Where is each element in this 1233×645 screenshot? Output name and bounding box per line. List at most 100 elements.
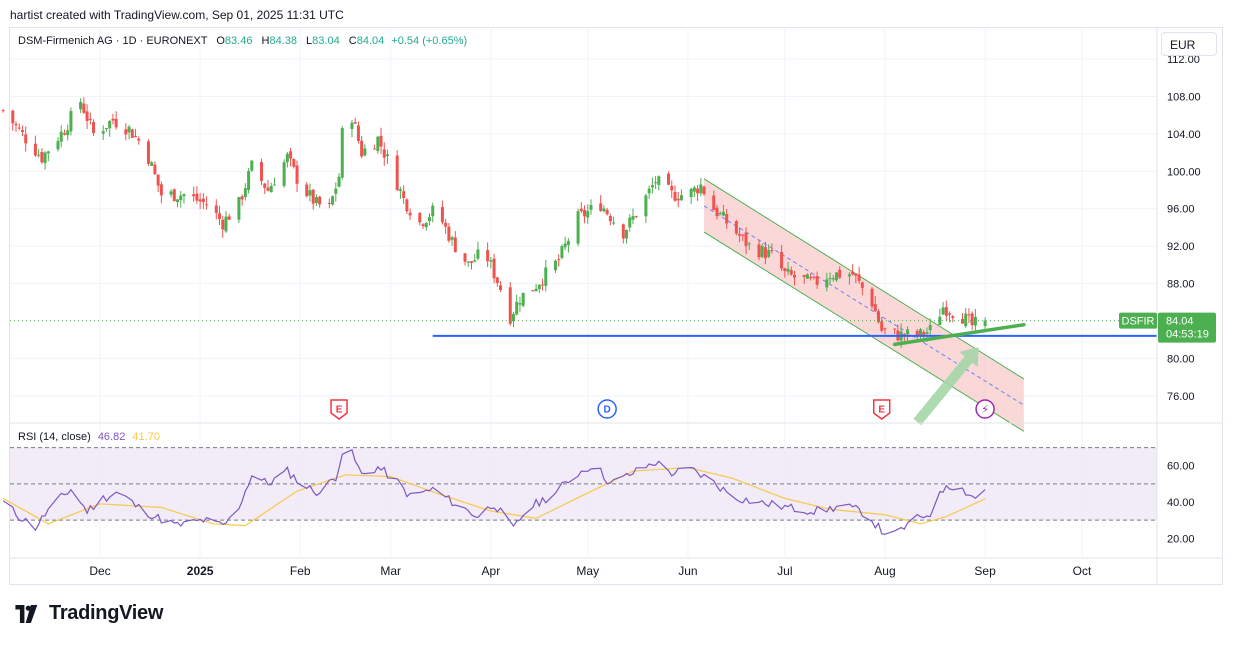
rsi-tick-label: 60.00 — [1167, 461, 1195, 473]
time-tick-label: Sep — [974, 564, 996, 578]
candle-body — [557, 259, 561, 261]
candle-body — [715, 207, 719, 217]
candle-body — [809, 277, 813, 279]
earnings-marker-icon — [330, 399, 348, 420]
chart-caption: hartist created with TradingView.com, Se… — [10, 8, 344, 22]
candle-body — [17, 127, 21, 129]
candle-body — [111, 118, 115, 121]
candle-body — [741, 234, 745, 236]
legend-high: 84.38 — [269, 35, 297, 47]
dividend-marker-label: D — [604, 405, 611, 416]
candle-body — [673, 192, 677, 201]
candle-body — [192, 194, 196, 197]
candle-body — [224, 216, 228, 232]
candle-body — [689, 188, 693, 198]
candle-body — [314, 197, 318, 204]
candle-body — [473, 260, 477, 262]
candle-body — [156, 174, 160, 186]
candle-body — [88, 118, 92, 120]
candle-body — [944, 307, 948, 316]
legend-open: 83.46 — [224, 35, 253, 47]
candle-body — [763, 247, 767, 259]
candle-body — [583, 209, 587, 217]
candle-body — [918, 329, 922, 336]
candle-body — [427, 217, 431, 222]
currency-button[interactable]: EUR — [1161, 32, 1217, 56]
candle-body — [82, 103, 86, 113]
time-tick-label: Aug — [874, 564, 895, 578]
legend-close: 84.04 — [356, 35, 385, 47]
legend-c-key: C — [348, 35, 357, 47]
candle-body — [860, 282, 864, 288]
candle-body — [486, 250, 490, 262]
candle-body — [489, 260, 493, 262]
candle-body — [382, 149, 386, 158]
candle-body — [150, 162, 154, 166]
candle-body — [747, 243, 751, 245]
candle-body — [237, 197, 241, 220]
candle-body — [285, 153, 289, 163]
candle-body — [379, 135, 383, 147]
candle-body — [447, 226, 451, 241]
candle-body — [725, 214, 729, 224]
candle-body — [159, 184, 163, 196]
candle-body — [385, 154, 389, 157]
candle-body — [292, 158, 296, 167]
candle-body — [802, 275, 806, 277]
candle-body — [14, 123, 18, 126]
earnings-marker-label: E — [878, 405, 885, 416]
candle-body — [43, 152, 47, 164]
candle-body — [305, 184, 309, 197]
candle-body — [893, 328, 897, 330]
candle-body — [780, 251, 784, 269]
candle-body — [925, 332, 929, 334]
candle-body — [612, 222, 616, 224]
candle-body — [948, 313, 952, 315]
candle-body — [431, 205, 435, 217]
candle-body — [560, 246, 564, 258]
symbol-legend: DSM-Firmenich AG · 1D · EURONEXT O83.46 … — [18, 35, 467, 47]
candle-body — [182, 194, 186, 197]
candle-body — [463, 253, 467, 262]
candle-body — [499, 285, 503, 291]
candle-body — [134, 136, 138, 138]
candle-body — [647, 188, 651, 194]
candle-body — [240, 196, 244, 200]
tradingview-brand[interactable]: TradingView — [11, 602, 163, 625]
tradingview-logo-icon — [15, 604, 38, 623]
candle-body — [928, 325, 932, 331]
candle-body — [405, 199, 409, 212]
candle-body — [922, 332, 926, 336]
candle-body — [851, 271, 855, 275]
candle-body — [179, 195, 183, 201]
candle-body — [531, 290, 535, 292]
candle-body — [586, 211, 590, 218]
candle-body — [130, 129, 134, 138]
candle-body — [605, 209, 609, 215]
candle-body — [670, 185, 674, 191]
candle-body — [599, 203, 603, 211]
candle-body — [495, 277, 499, 284]
candle-body — [667, 173, 671, 185]
candle-body — [812, 276, 816, 278]
candle-body — [699, 184, 703, 194]
candle-body — [363, 148, 367, 156]
candle-body — [408, 212, 412, 216]
candle-body — [880, 321, 884, 331]
candle-body — [33, 143, 37, 156]
candle-body — [24, 134, 28, 144]
candle-body — [692, 187, 696, 192]
candle-body — [579, 208, 583, 212]
candle-body — [101, 131, 105, 134]
candle-body — [631, 216, 635, 220]
candle-body — [938, 316, 942, 326]
candle-body — [340, 128, 344, 178]
legend-o-key: O — [216, 35, 225, 47]
candle-body — [20, 130, 24, 132]
candle-body — [69, 111, 73, 132]
legend-change: +0.54 (+0.65%) — [391, 35, 468, 47]
candle-body — [644, 195, 648, 217]
candle-body — [721, 211, 725, 216]
price-tick-label: 100.00 — [1167, 166, 1201, 178]
